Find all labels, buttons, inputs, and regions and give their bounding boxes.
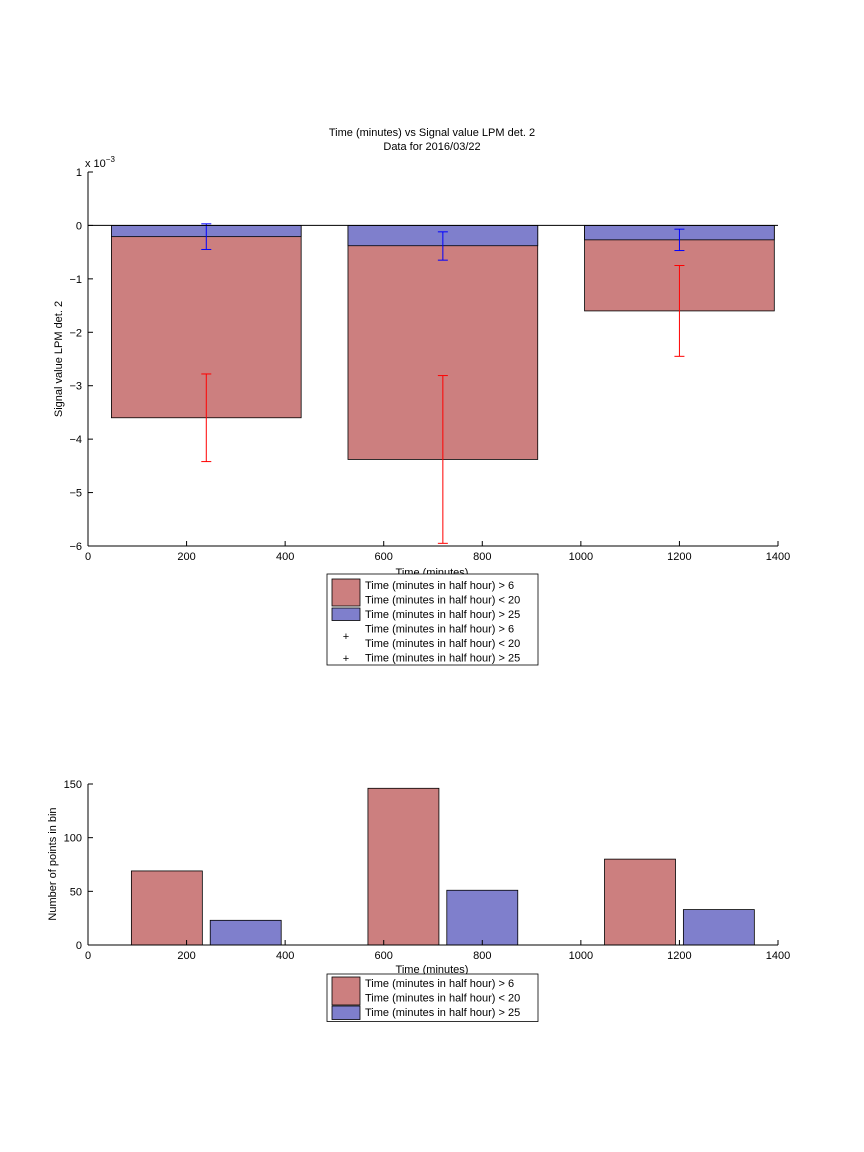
x-tick-label: 1400 <box>766 551 790 563</box>
y-tick-label: −5 <box>69 488 82 500</box>
x-tick-label: 600 <box>375 551 393 563</box>
y-tick-label: 1 <box>76 167 82 179</box>
count-bar-1-2 <box>682 909 755 946</box>
count-bar-0-0 <box>130 870 203 946</box>
count-bar-1-1 <box>446 889 519 946</box>
count-bar-0-1 <box>367 787 440 946</box>
legend-box <box>326 573 539 666</box>
y-tick-label: 50 <box>70 886 82 898</box>
y-tick-label: 0 <box>76 940 82 952</box>
y-tick-label: −6 <box>69 541 82 553</box>
x-tick-label: 0 <box>85 950 91 962</box>
legend-label-2-0: Time (minutes in half hour) > 6 <box>365 624 514 636</box>
legend-label-2-1: Time (minutes in half hour) < 20 <box>365 638 520 650</box>
x-tick-label: 800 <box>473 950 491 962</box>
legend: Time (minutes in half hour) > 6 Time (min… <box>326 573 539 666</box>
legend-label-1-0: Time (minutes in half hour) > 25 <box>365 609 520 621</box>
legend: Time (minutes in half hour) > 6 Time (min… <box>326 973 539 1022</box>
x-tick-label: 400 <box>276 950 294 962</box>
x-tick-label: 1000 <box>569 950 593 962</box>
x-tick-label: 200 <box>177 950 195 962</box>
legend-marker-2: + <box>343 631 349 643</box>
x-tick-label: 600 <box>375 950 393 962</box>
legend-swatch-1 <box>331 1005 361 1020</box>
count-bar-1-0 <box>209 919 282 946</box>
legend-marker-3: + <box>343 653 349 665</box>
legend-label-0-0: Time (minutes in half hour) > 6 <box>365 580 514 592</box>
legend-box <box>326 973 539 1022</box>
x-tick-label: 800 <box>473 551 491 563</box>
chart-title: Time (minutes) vs Signal value LPM det. … <box>329 127 535 139</box>
legend-swatch-0 <box>331 578 361 607</box>
y-tick-label: −1 <box>69 274 82 286</box>
chart-subtitle: Data for 2016/03/22 <box>383 141 480 153</box>
y-exponent-label: x 10−3 <box>85 155 115 170</box>
legend-swatch-0 <box>331 976 361 1006</box>
x-tick-label: 400 <box>276 551 294 563</box>
legend-label-0-1: Time (minutes in half hour) < 20 <box>365 595 520 607</box>
x-tick-label: 1200 <box>667 551 691 563</box>
signal-value-chart: Time (minutes) vs Signal value LPM det. … <box>53 127 790 666</box>
x-tick-label: 0 <box>85 551 91 563</box>
legend-swatch-1 <box>331 607 361 621</box>
y-tick-label: −4 <box>69 434 82 446</box>
y-tick-label: −3 <box>69 381 82 393</box>
y-tick-label: 0 <box>76 220 82 232</box>
x-tick-label: 1400 <box>766 950 790 962</box>
legend-label-3-0: Time (minutes in half hour) > 25 <box>365 653 520 665</box>
count-bar-0-2 <box>604 858 676 946</box>
y-tick-label: 100 <box>64 833 82 845</box>
legend-label-1-0: Time (minutes in half hour) > 25 <box>365 1007 520 1019</box>
points-in-bin-chart: 0 200 400 600 800 1000 1200 1400 0 50 100 150 Time … <box>47 779 790 1022</box>
y-axis-label: Number of points in bin <box>47 807 59 920</box>
x-tick-label: 200 <box>177 551 195 563</box>
y-axis-label: Signal value LPM det. 2 <box>53 301 65 417</box>
y-tick-label: −2 <box>69 327 82 339</box>
legend-label-0-0: Time (minutes in half hour) > 6 <box>365 978 514 990</box>
x-tick-label: 1200 <box>667 950 691 962</box>
x-axis-label: Time (minutes) <box>396 964 469 976</box>
legend-label-0-1: Time (minutes in half hour) < 20 <box>365 993 520 1005</box>
y-tick-label: 150 <box>64 779 82 791</box>
x-tick-label: 1000 <box>569 551 593 563</box>
